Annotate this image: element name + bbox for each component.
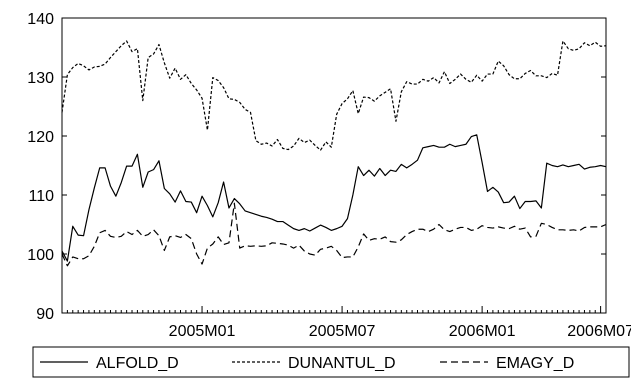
plot-frame [61,17,607,314]
series-line-dunantul-d [61,40,607,151]
x-tick-label: 2006M01 [449,323,516,340]
x-tick-label: 2005M01 [169,323,236,340]
y-tick-label: 120 [27,129,54,146]
y-tick-label: 130 [27,70,54,87]
legend-label: DUNANTUL_D [288,355,396,372]
y-tick-label: 90 [36,306,54,323]
legend-label: EMAGY_D [496,355,574,372]
x-tick-label: 2005M07 [309,323,376,340]
legend-frame [32,346,630,378]
y-tick-label: 110 [28,188,54,205]
series-line-alfold-d [61,134,607,262]
x-tick-label: 2006M07 [567,323,631,340]
series-layer [61,40,607,267]
x-axis: 2005M01 2005M07 2006M01 2006M07 [61,306,631,340]
legend-label: ALFOLD_D [96,355,179,372]
y-axis: 90 100 110 120 130 140 [27,11,606,323]
series-line-emagy-d [61,202,607,267]
y-tick-label: 140 [27,11,54,28]
legend: ALFOLD_D DUNANTUL_D EMAGY_D [32,346,630,378]
y-tick-label: 100 [27,247,54,264]
